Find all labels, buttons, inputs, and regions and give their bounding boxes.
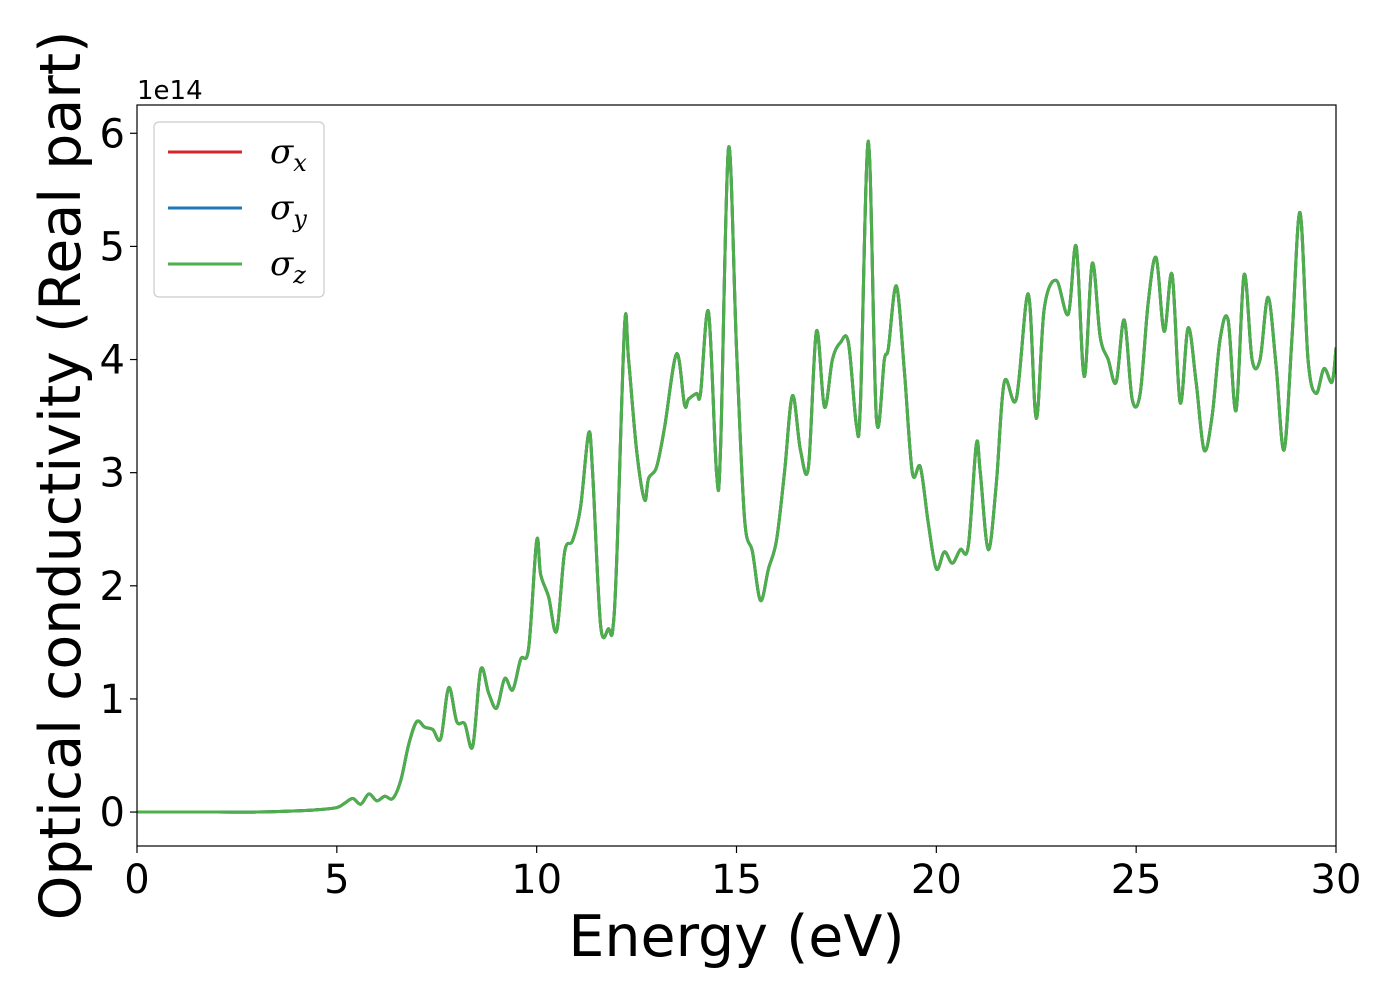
y-tick-label: 5 <box>100 224 125 270</box>
x-axis-label: Energy (eV) <box>568 904 904 970</box>
x-tick-label: 15 <box>711 857 762 903</box>
x-axis-ticks: 0 5 10 15 20 25 30 <box>124 846 1361 903</box>
x-tick-label: 5 <box>324 857 349 903</box>
y-tick-label: 6 <box>100 111 125 157</box>
x-tick-label: 10 <box>511 857 562 903</box>
x-tick-label: 20 <box>911 857 962 903</box>
y-tick-label: 1 <box>100 677 125 723</box>
series-layer <box>137 139 1336 814</box>
x-tick-label: 0 <box>124 857 149 903</box>
y-tick-label: 2 <box>100 564 125 610</box>
y-axis-label: Optical conductivity (Real part) <box>28 31 94 921</box>
y-tick-label: 0 <box>100 790 125 836</box>
legend: σx σy σz <box>153 121 325 298</box>
y-tick-label: 3 <box>100 451 125 497</box>
y-tick-label: 4 <box>100 338 125 384</box>
legend-entry-z: σz <box>270 244 306 289</box>
series-line-z <box>137 139 1336 814</box>
y-axis-ticks: 0 1 2 3 4 5 6 <box>100 111 137 836</box>
x-tick-label: 30 <box>1311 857 1362 903</box>
y-axis-offset-label: 1e14 <box>137 76 203 106</box>
legend-entry-y: σy <box>270 188 307 233</box>
legend-entry-x: σx <box>270 132 307 177</box>
x-tick-label: 25 <box>1111 857 1162 903</box>
